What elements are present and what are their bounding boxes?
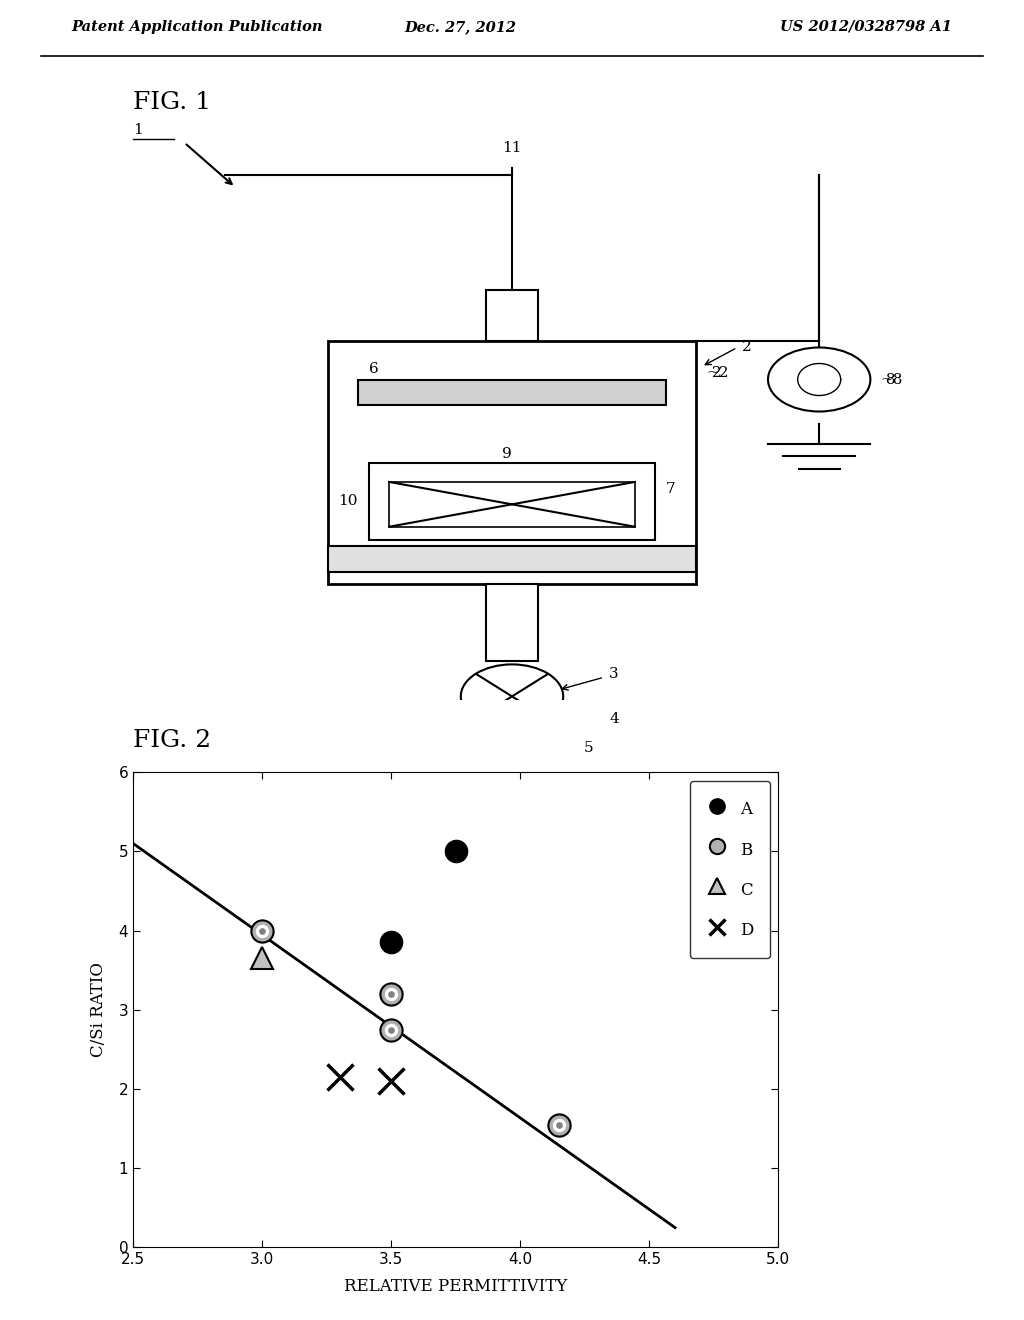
Circle shape (461, 664, 563, 729)
Text: 4: 4 (609, 711, 620, 726)
Bar (358, 380, 666, 405)
Bar (486, 290, 538, 341)
Text: FIG. 1: FIG. 1 (133, 91, 211, 115)
Text: 1: 1 (133, 123, 143, 137)
Text: FIG. 2: FIG. 2 (133, 730, 211, 752)
Text: Dec. 27, 2012: Dec. 27, 2012 (404, 20, 517, 34)
Text: 2: 2 (707, 366, 721, 380)
X-axis label: RELATIVE PERMITTIVITY: RELATIVE PERMITTIVITY (344, 1278, 567, 1295)
Text: ~2: ~2 (707, 366, 729, 380)
Bar (328, 546, 696, 572)
Text: Patent Application Publication: Patent Application Publication (72, 20, 324, 34)
Text: 10: 10 (338, 494, 357, 508)
Circle shape (768, 347, 870, 412)
Text: 8: 8 (881, 372, 895, 387)
Bar (451, 735, 573, 760)
Text: 9: 9 (502, 446, 512, 461)
Legend: A, B, C, D: A, B, C, D (690, 780, 770, 958)
Bar (486, 585, 538, 661)
Text: 3: 3 (609, 667, 618, 681)
Bar (389, 482, 635, 527)
Text: ~8: ~8 (881, 372, 903, 387)
Text: US 2012/0328798 A1: US 2012/0328798 A1 (780, 20, 952, 34)
Text: 7: 7 (666, 482, 675, 496)
Y-axis label: C/Si RATIO: C/Si RATIO (90, 962, 108, 1057)
Bar (369, 463, 655, 540)
Text: 11: 11 (502, 141, 522, 156)
Text: 5: 5 (584, 741, 593, 755)
Bar (328, 341, 696, 585)
Text: 6: 6 (369, 362, 379, 376)
Text: 2: 2 (742, 341, 753, 355)
